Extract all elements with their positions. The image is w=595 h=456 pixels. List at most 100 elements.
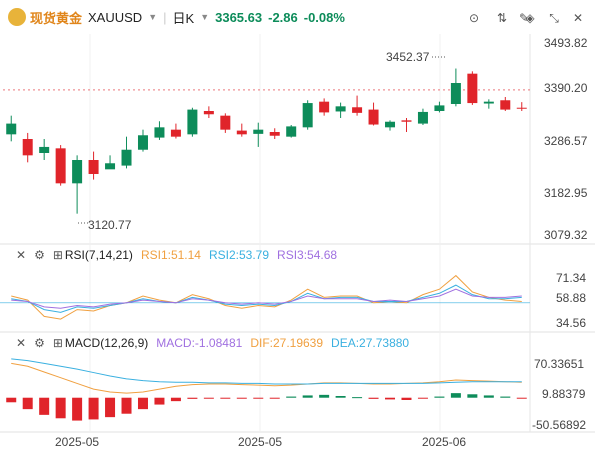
candle-body [417,111,428,124]
symbol-code[interactable]: XAUUSD [88,9,143,25]
candle-body [450,83,461,104]
candle-body [302,103,313,128]
dif-value: DIF:27.19639 [250,336,324,350]
rsi-axis-label: 71.34 [556,271,586,285]
rsi-line-rsi3 [11,288,522,309]
price-axis-label: 3493.82 [544,36,588,50]
candle-body [286,126,297,137]
candle-body [385,121,396,128]
candle-body [22,139,33,156]
macd-histogram-bar [88,397,99,420]
candle-body [253,129,264,134]
price-axis-label: 3286.57 [544,134,588,148]
chevron-down-icon[interactable]: ▼ [148,12,158,22]
macd-histogram-bar [368,397,379,399]
rsi2-value: RSI2:53.79 [208,248,270,262]
macd-title: MACD(12,26,9) [64,336,149,350]
macd-histogram-bar [286,396,297,398]
candle-body [368,109,379,125]
dea-value: DEA:27.73880 [331,336,410,350]
macd-histogram-bar [516,397,527,399]
macd-histogram-bar [22,397,33,410]
macd-histogram-bar [154,397,165,405]
candle-body [467,73,478,104]
candle-body [39,146,50,153]
candle-body [516,107,527,109]
macd-axis-label: -50.56892 [532,418,586,432]
macd-histogram-bar [6,397,17,403]
close-icon[interactable]: ✕ [572,11,584,25]
high-annotation: 3452.37 [386,50,430,64]
macd-histogram-bar [483,395,494,398]
candle-body [121,149,132,166]
candle-body [269,132,280,136]
price-axis-label: 3182.95 [544,186,588,200]
price-change: -2.86 [268,9,298,25]
macd-histogram-bar [253,397,264,399]
candle-body [434,105,445,111]
settings-icon[interactable]: ⚙ [34,248,45,262]
candle-body [220,115,231,130]
compare-icon[interactable]: ⊙ [468,11,480,25]
chevron-down-icon[interactable]: ▼ [200,12,210,22]
date-axis-label: 2025-06 [422,435,466,449]
macd-histogram-bar [335,396,346,398]
rsi1-value: RSI1:51.14 [140,248,201,262]
candle-body [401,120,412,122]
macd-histogram-bar [137,397,148,410]
candle-body [352,107,363,113]
candle-body [154,127,165,138]
candle-body [72,160,83,184]
macd-histogram-bar [385,397,396,400]
macd-histogram-bar [236,397,247,399]
sort-icon[interactable]: ⇅ [496,11,508,25]
rsi-line-rsi2 [11,284,522,313]
collapse-icon[interactable]: ⤡ [549,11,559,25]
rsi3-value: RSI3:54.68 [277,248,338,262]
price-change-pct: -0.08% [303,9,345,25]
macd-histogram-bar [467,394,478,398]
macd-histogram-bar [187,397,198,399]
candle-body [500,100,511,110]
macd-dif-line [11,362,522,394]
macd-header: ✕ ⚙ ⊞ MACD(12,26,9) MACD:-1.08481 DIF:27… [0,334,417,352]
low-annotation: 3120.77 [88,218,132,232]
candle-body [88,160,99,174]
candle-body [483,101,494,104]
macd-histogram-bar [352,397,363,399]
macd-dea-line [11,358,522,385]
candle-body [236,130,247,135]
candle-body [6,123,17,135]
rsi-title: RSI(7,14,21) [64,248,133,262]
fill-icon[interactable]: ◈ [525,11,535,25]
macd-histogram-bar [417,397,428,399]
macd-histogram-bar [105,397,116,418]
settings-icon[interactable]: ⚙ [34,336,45,350]
date-axis-label: 2025-05 [238,435,282,449]
close-icon[interactable]: ✕ [16,336,27,350]
macd-histogram-bar [39,397,50,415]
last-price: 3365.63 [215,9,263,25]
candle-body [55,148,66,184]
draw-icon[interactable]: ✎ [518,11,530,25]
close-icon[interactable]: ✕ [16,248,27,262]
macd-histogram-bar [269,397,280,399]
candle-body [319,101,330,113]
macd-histogram-bar [434,396,445,398]
macd-value: MACD:-1.08481 [156,336,243,350]
macd-histogram-bar [121,397,132,414]
candle-body [170,129,181,137]
candle-body [203,111,214,115]
symbol-cn[interactable]: 现货黄金 [30,10,83,26]
header-bar: 现货黄金 XAUUSD ▼ | 日K ▼ 3365.63 -2.86 -0.08… [0,0,595,34]
rsi-line-rsi1 [11,274,522,320]
expand-icon[interactable]: ⊞ [52,336,63,350]
expand-icon[interactable]: ⊞ [52,248,63,262]
macd-histogram-bar [220,397,231,399]
period-select[interactable]: 日K [172,10,195,26]
candle-body [137,135,148,150]
date-axis-label: 2025-05 [55,435,99,449]
rsi-axis-label: 58.88 [556,291,586,305]
macd-histogram-bar [450,393,461,398]
